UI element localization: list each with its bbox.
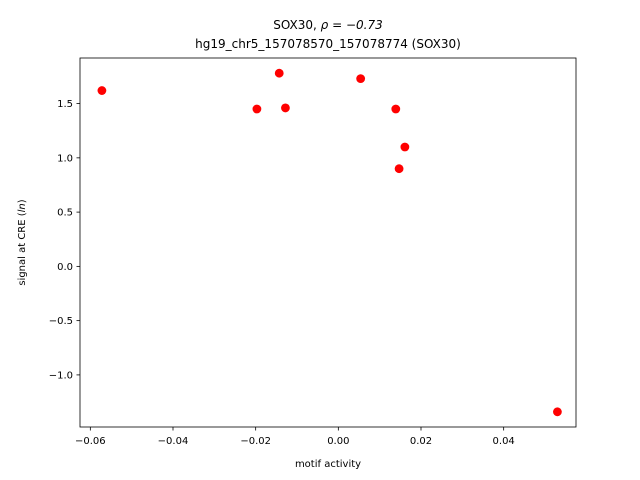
y-tick-label: −1.0 [49,370,73,381]
chart-title-rho: ρ = −0.73 [321,18,383,32]
plot-frame [79,57,577,428]
y-tick-label: 0.0 [57,262,73,273]
chart-title-line1: SOX30, ρ = −0.73 [273,18,383,32]
y-axis-label-prefix: signal at CRE ( [17,212,28,285]
y-axis-ticks: −1.0 −0.5 0.0 0.5 1.0 1.5 [49,99,80,381]
data-point [252,104,262,114]
chart-title-name: SOX30, [273,18,320,32]
y-axis-label-italic: ln [17,203,28,212]
data-point [356,74,366,84]
data-point [391,104,401,114]
data-point [274,68,284,78]
x-tick-label: 0.00 [327,436,349,447]
data-point [400,142,410,152]
data-point [553,407,562,417]
data-point [281,103,290,113]
data-point [97,86,107,95]
y-axis-label: signal at CRE (ln) [17,199,28,285]
y-tick-label: 1.5 [57,99,73,110]
x-axis-ticks: −0.06 −0.04 −0.02 0.00 0.02 0.04 [75,427,515,447]
x-tick-label: −0.06 [75,436,106,447]
data-point [394,164,404,174]
y-tick-label: 1.0 [57,153,73,164]
chart-title-line2: hg19_chr5_157078570_157078774 (SOX30) [195,37,461,51]
x-axis-label: motif activity [295,459,361,470]
x-tick-label: 0.02 [410,436,432,447]
x-tick-label: −0.02 [240,436,271,447]
y-tick-label: −0.5 [49,316,73,327]
x-tick-label: −0.04 [158,436,189,447]
y-tick-label: 0.5 [57,208,73,219]
y-axis-label-suffix: ) [17,199,28,203]
plot-marks [97,68,562,417]
x-tick-label: 0.04 [493,436,515,447]
